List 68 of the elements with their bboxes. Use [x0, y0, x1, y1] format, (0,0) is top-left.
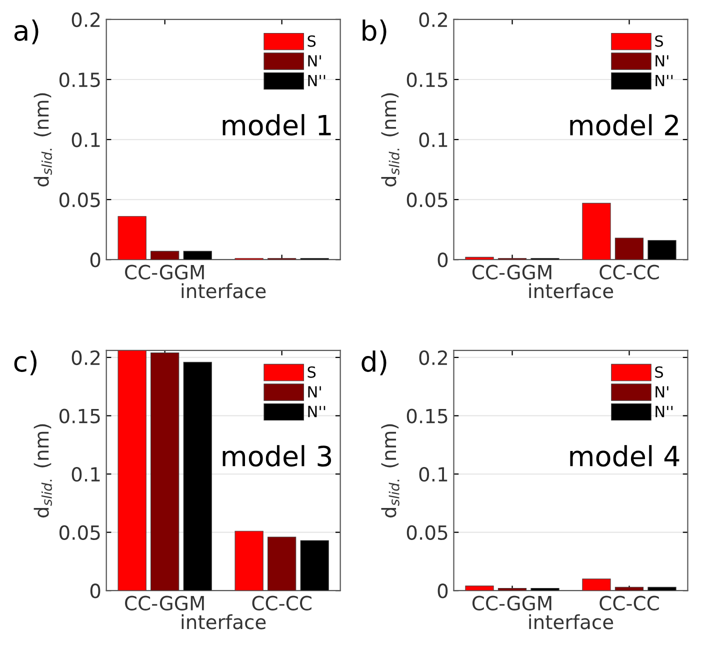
y-tick-label: 0.2	[419, 350, 447, 366]
bar	[300, 540, 329, 591]
x-tick-label: CC-GGM	[125, 264, 204, 280]
annotation: model 3	[222, 445, 332, 467]
x-tick-label: CC-GGM	[125, 596, 204, 610]
x-axis-title: interface	[182, 614, 266, 630]
x-tick-label: CC-CC	[252, 596, 312, 610]
legend-label: S	[308, 366, 316, 378]
x-axis-title: interface	[529, 614, 614, 630]
y-axis-title: d$_{slid.}$ (nm)	[34, 93, 52, 186]
y-tick-label: 0.05	[406, 525, 448, 540]
bar	[118, 350, 146, 591]
legend-label: S	[655, 35, 663, 47]
y-tick-label: 0.05	[59, 525, 100, 540]
bar	[648, 240, 676, 260]
y-tick-label: 0	[438, 252, 448, 268]
bar	[150, 352, 180, 591]
y-tick-label: 0.2	[72, 350, 100, 366]
chart-title: c)	[14, 350, 36, 376]
legend-label: N''	[308, 74, 326, 86]
bar	[150, 250, 180, 260]
legend-label: S	[655, 366, 663, 378]
y-axis-title: d$_{slid.}$ (nm)	[381, 424, 400, 518]
bar	[582, 202, 611, 260]
bar	[268, 536, 296, 591]
x-tick-label: CC-GGM	[472, 264, 552, 280]
chart-title: d)	[362, 350, 386, 376]
y-tick-label: 0	[90, 584, 100, 598]
legend-label: N'	[656, 55, 668, 66]
y-tick-label: 0.1	[419, 132, 448, 148]
bar	[118, 216, 146, 260]
y-tick-label: 0	[438, 584, 448, 598]
legend-label: S	[308, 35, 316, 47]
legend-label: N'	[656, 386, 668, 398]
annotation: model 1	[222, 114, 331, 136]
x-tick-label: CC-GGM	[472, 596, 552, 610]
bar	[465, 256, 494, 260]
legend-label: N''	[656, 406, 673, 418]
y-tick-label: 0	[90, 252, 100, 268]
annotation: model 2	[570, 114, 678, 136]
x-tick-label: CC-CC	[600, 596, 659, 610]
y-tick-label: 0.2	[419, 12, 447, 28]
x-axis-title: interface	[529, 283, 614, 298]
y-axis-title: d$_{slid.}$ (nm)	[381, 93, 400, 186]
y-tick-label: 0.15	[59, 408, 100, 424]
legend-label: N'	[308, 386, 321, 398]
annotation: model 4	[570, 445, 680, 467]
y-tick-label: 0.05	[59, 192, 100, 208]
y-tick-label: 0.1	[72, 466, 100, 482]
chart-title: a)	[14, 20, 38, 44]
bar	[183, 250, 212, 260]
legend-label: N'	[308, 55, 321, 66]
legend-label: N''	[656, 74, 673, 86]
y-tick-label: 0.15	[59, 72, 100, 88]
bar	[183, 362, 212, 591]
chart-title: b)	[362, 19, 386, 44]
y-tick-label: 0.2	[72, 12, 100, 28]
y-tick-label: 0.1	[72, 132, 100, 148]
y-tick-label: 0.05	[406, 192, 448, 208]
y-tick-label: 0.15	[406, 72, 448, 88]
bar	[614, 238, 644, 260]
legend-label: N''	[308, 406, 326, 418]
bar	[234, 530, 264, 591]
y-tick-label: 0.15	[406, 408, 448, 424]
y-tick-label: 0.1	[419, 466, 448, 482]
y-axis-title: d$_{slid.}$ (nm)	[34, 424, 52, 518]
x-axis-title: interface	[182, 283, 266, 298]
x-tick-label: CC-CC	[600, 264, 659, 280]
